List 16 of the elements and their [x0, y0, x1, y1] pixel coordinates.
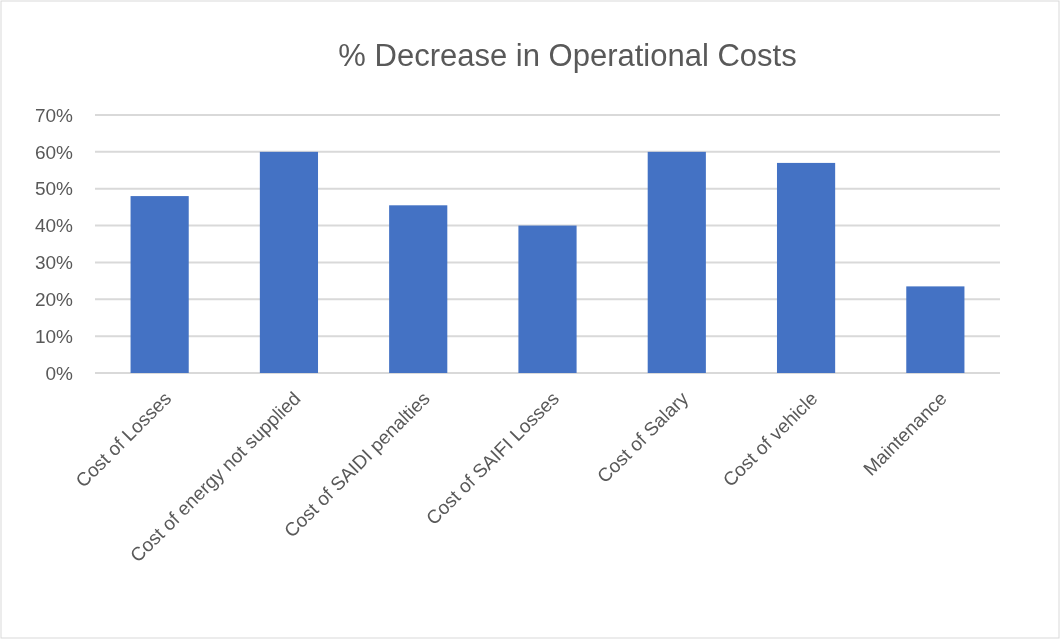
y-tick-label: 0%	[45, 362, 74, 384]
y-tick-label: 20%	[34, 288, 74, 310]
bar	[259, 151, 319, 373]
bar	[518, 225, 577, 373]
bar	[130, 196, 189, 373]
y-tick-label: 50%	[34, 178, 74, 200]
y-tick-label: 10%	[34, 325, 74, 347]
bar	[647, 151, 706, 373]
y-tick-label: 40%	[34, 215, 74, 237]
y-tick-label: 60%	[34, 141, 74, 163]
bar	[776, 162, 836, 373]
chart-title: % Decrease in Operational Costs	[338, 38, 797, 73]
y-tick-label: 30%	[34, 252, 74, 274]
y-tick-label: 70%	[34, 104, 74, 126]
bar	[389, 205, 448, 373]
bar	[906, 286, 965, 373]
